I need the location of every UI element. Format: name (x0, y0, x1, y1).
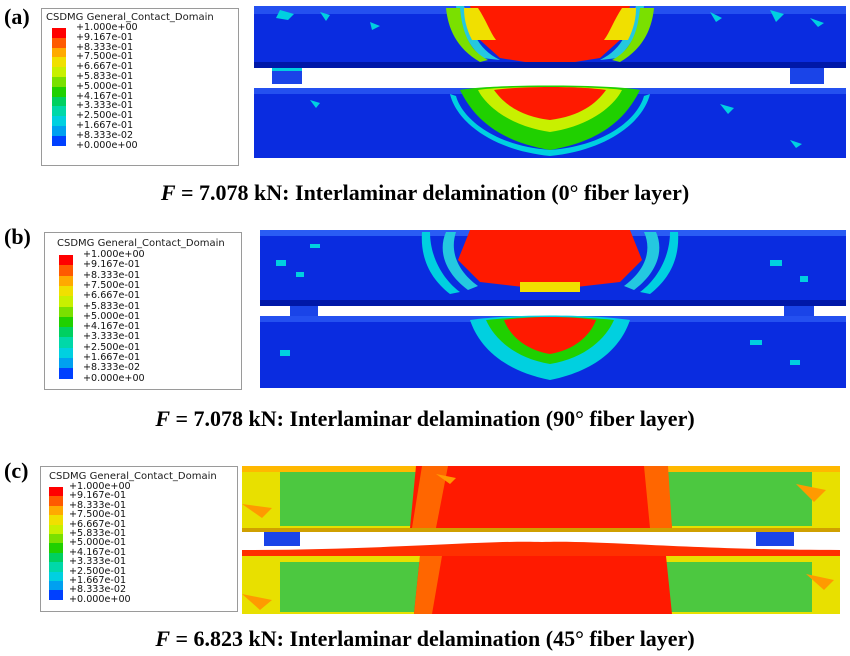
legend-tick-label: +3.333e-01 (76, 100, 134, 112)
legend-tick-label: +5.833e-01 (83, 300, 141, 312)
legend-swatch (59, 337, 73, 349)
color-legend: CSDMG General_Contact_Domain +1.000e+00 +… (41, 8, 239, 166)
legend-swatch (49, 524, 63, 535)
caption-text: = 6.823 kN: Interlaminar delamination (4… (170, 626, 695, 651)
legend-swatch (52, 96, 66, 107)
legend-swatch (59, 265, 73, 277)
legend-title: CSDMG General_Contact_Domain (46, 12, 214, 23)
legend-tick-label: +2.500e-01 (69, 565, 127, 577)
legend-tick-label: +0.000e+00 (69, 593, 131, 605)
legend-swatch (59, 347, 73, 359)
legend-title: CSDMG General_Contact_Domain (49, 471, 217, 482)
legend-tick-label: +1.667e-01 (76, 120, 134, 131)
panel-label: (a) (4, 4, 30, 29)
legend-tick-label: +9.167e-01 (83, 259, 141, 271)
legend-tick-label: +1.000e+00 (83, 249, 145, 260)
legend-swatch (49, 590, 63, 601)
legend-tick-label: +4.167e-01 (83, 321, 141, 333)
legend-title: CSDMG General_Contact_Domain (57, 238, 225, 249)
legend-swatch (52, 106, 66, 117)
legend-swatch (52, 126, 66, 136)
panel-b: (b) CSDMG General_Contact_Domain +1.000e… (0, 220, 850, 436)
legend-swatch (59, 275, 73, 287)
legend-swatch (59, 296, 73, 308)
panel-c: (c) CSDMG General_Contact_Domain +1.000e… (0, 444, 850, 656)
legend-swatch (49, 496, 63, 507)
legend-swatch (52, 67, 66, 78)
color-legend: CSDMG General_Contact_Domain +1.000e+00 +… (40, 466, 238, 612)
legend-tick-label: +4.167e-01 (76, 90, 134, 102)
legend-swatch (49, 505, 63, 516)
legend-tick-label: +1.667e-01 (69, 575, 127, 586)
legend-tick-label: +6.667e-01 (69, 518, 127, 530)
color-legend: CSDMG General_Contact_Domain +1.000e+00 +… (44, 232, 242, 390)
legend-tick-label: +2.500e-01 (83, 341, 141, 353)
legend-tick-label: +5.833e-01 (76, 71, 134, 82)
legend-swatch (59, 285, 73, 297)
legend-tick-label: +5.000e-01 (69, 537, 127, 549)
legend-swatch (59, 306, 73, 318)
legend-swatch (59, 327, 73, 339)
damage-contour-plot (242, 466, 840, 614)
legend-tick-label: +0.000e+00 (76, 139, 138, 151)
legend-tick-label: +5.000e-01 (83, 310, 141, 322)
caption-force-symbol: F (155, 406, 171, 431)
caption-force-symbol: F (160, 180, 176, 205)
legend-swatch (52, 77, 66, 87)
legend-tick-label: +0.000e+00 (83, 372, 145, 384)
legend-swatch (49, 487, 63, 497)
legend-tick-label: +5.833e-01 (69, 528, 127, 539)
legend-swatch (52, 37, 66, 48)
legend-tick-label: +7.500e-01 (83, 279, 141, 291)
damage-contour-plot (254, 6, 846, 158)
panel-caption: F = 6.823 kN: Interlaminar delamination … (0, 626, 850, 652)
legend-swatch (52, 47, 66, 58)
legend-tick-label: +7.500e-01 (76, 51, 134, 63)
legend-tick-label: +9.167e-01 (69, 490, 127, 502)
legend-tick-label: +3.333e-01 (83, 331, 141, 343)
legend-swatch (49, 534, 63, 544)
legend-swatch (59, 255, 73, 266)
legend-tick-label: +8.333e-01 (76, 41, 134, 53)
panel-label: (c) (4, 458, 29, 483)
legend-swatch (49, 562, 63, 573)
legend-tick-label: +2.500e-01 (76, 110, 134, 122)
legend-swatch (49, 515, 63, 526)
legend-swatch (49, 552, 63, 563)
legend-swatch (49, 571, 63, 582)
legend-tick-label: +8.333e-02 (76, 129, 134, 141)
legend-swatch (49, 543, 63, 554)
legend-swatch (52, 116, 66, 127)
panel-caption: F = 7.078 kN: Interlaminar delamination … (0, 406, 850, 432)
caption-force-symbol: F (155, 626, 171, 651)
legend-swatch (59, 368, 73, 380)
legend-tick-label: +7.500e-01 (69, 509, 127, 521)
legend-swatch (52, 57, 66, 68)
panel-caption: F = 7.078 kN: Interlaminar delamination … (0, 180, 850, 206)
legend-swatch (59, 316, 73, 328)
legend-tick-label: +3.333e-01 (69, 556, 127, 568)
legend-tick-label: +6.667e-01 (83, 290, 141, 302)
damage-contour-plot (260, 230, 846, 388)
legend-swatch (52, 86, 66, 97)
caption-text: = 7.078 kN: Interlaminar delamination (0… (175, 180, 690, 205)
legend-swatch (49, 581, 63, 591)
legend-tick-label: +6.667e-01 (76, 61, 134, 73)
legend-swatch (52, 135, 66, 146)
panel-label: (b) (4, 224, 31, 249)
legend-tick-label: +1.667e-01 (83, 352, 141, 363)
legend-swatch (52, 28, 66, 38)
legend-tick-label: +5.000e-01 (76, 80, 134, 92)
legend-tick-label: +9.167e-01 (76, 31, 134, 43)
legend-tick-label: +8.333e-02 (69, 584, 127, 596)
legend-tick-label: +1.000e+00 (69, 481, 131, 492)
legend-tick-label: +1.000e+00 (76, 22, 138, 33)
legend-swatch (59, 358, 73, 369)
caption-text: = 7.078 kN: Interlaminar delamination (9… (170, 406, 695, 431)
legend-tick-label: +4.167e-01 (69, 546, 127, 558)
legend-tick-label: +8.333e-01 (83, 269, 141, 281)
panel-a: (a) CSDMG General_Contact_Domain +1.000e… (0, 0, 850, 212)
legend-tick-label: +8.333e-02 (83, 362, 141, 374)
legend-tick-label: +8.333e-01 (69, 499, 127, 511)
